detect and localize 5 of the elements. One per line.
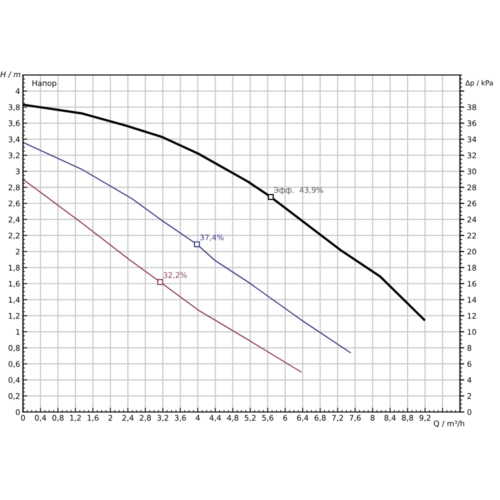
line-series [23,178,302,372]
line-series [23,142,351,354]
point [194,241,200,248]
point [268,194,274,200]
point [157,279,164,285]
